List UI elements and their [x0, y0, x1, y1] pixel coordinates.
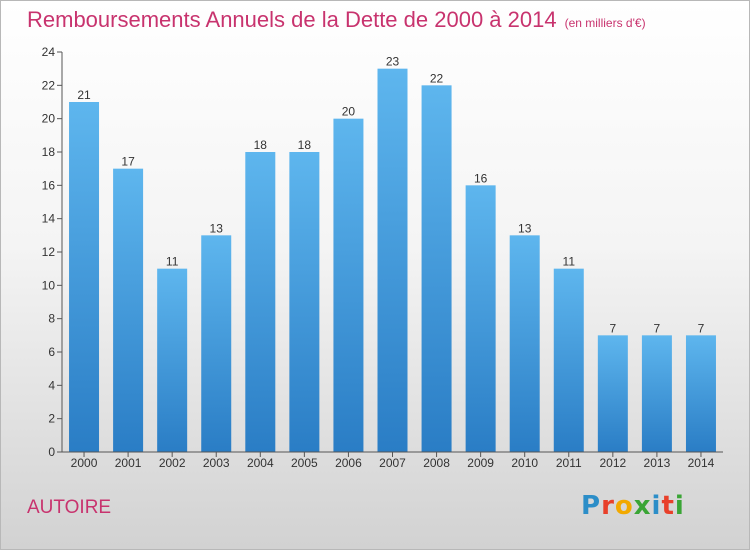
bar-2014 [685, 335, 716, 452]
bar-2005 [289, 152, 320, 452]
x-tick-label: 2004 [247, 456, 274, 470]
bar-2010 [509, 235, 540, 452]
x-tick-label: 2005 [291, 456, 318, 470]
x-axis: 2000 2001 2002 2003 2004 2005 2006 2007 2008 2009… [62, 451, 723, 470]
bar-value-label: 21 [77, 88, 91, 102]
x-tick-label: 2009 [467, 456, 494, 470]
bar-value-label: 7 [609, 321, 616, 335]
bar-value-label: 22 [430, 71, 444, 85]
bar-2002 [157, 268, 188, 452]
bar-value-label: 18 [298, 138, 312, 152]
y-tick-label: 24 [42, 45, 56, 59]
logo-letter: P [581, 491, 602, 521]
bar-2011 [553, 268, 584, 452]
bar-2013 [641, 335, 672, 452]
bar-2006 [333, 118, 364, 453]
bar-2009 [465, 185, 496, 453]
bar-value-label: 16 [474, 171, 488, 185]
x-tick-label: 2003 [203, 456, 230, 470]
x-tick-label: 2006 [335, 456, 362, 470]
bar-2003 [201, 235, 232, 452]
bar-value-label: 23 [386, 55, 400, 69]
x-tick-label: 2012 [599, 456, 626, 470]
city-name: AUTOIRE [27, 497, 112, 518]
y-tick-label: 16 [42, 178, 56, 192]
proxiti-logo: Proxiti [581, 491, 685, 521]
y-tick-label: 18 [42, 145, 56, 159]
y-tick-label: 0 [48, 445, 55, 459]
x-tick-label: 2001 [115, 456, 142, 470]
logo-letter: i [674, 491, 685, 521]
logo-letter: r [601, 491, 615, 521]
chart-title-text: Remboursements Annuels de la Dette de 20… [27, 7, 557, 32]
bar-value-label: 17 [121, 155, 135, 169]
y-tick-label: 4 [48, 378, 55, 392]
y-tick-label: 2 [48, 412, 55, 426]
y-tick-label: 22 [42, 78, 56, 92]
y-tick-label: 14 [42, 212, 56, 226]
bar-value-label: 7 [698, 321, 705, 335]
y-tick-label: 20 [42, 112, 56, 126]
bar-value-label: 18 [254, 138, 268, 152]
logo-letter: t [661, 491, 675, 521]
bar-value-label: 13 [518, 221, 532, 235]
bar-value-label: 20 [342, 105, 356, 119]
y-tick-label: 6 [48, 345, 55, 359]
x-tick-label: 2008 [423, 456, 450, 470]
y-tick-label: 8 [48, 312, 55, 326]
logo-letter: o [614, 491, 634, 521]
bar-value-label: 7 [654, 321, 661, 335]
x-tick-label: 2002 [159, 456, 186, 470]
bar-2008 [421, 85, 452, 452]
chart-title: Remboursements Annuels de la Dette de 20… [27, 7, 646, 33]
chart-subtitle: (en milliers d'€) [564, 16, 646, 30]
y-tick-label: 12 [42, 245, 56, 259]
x-tick-label: 2010 [511, 456, 538, 470]
x-tick-label: 2000 [71, 456, 98, 470]
x-tick-label: 2011 [556, 456, 582, 470]
x-tick-label: 2007 [379, 456, 406, 470]
bar-2001 [113, 168, 144, 452]
bar-value-label: 11 [563, 255, 576, 269]
bar-2012 [597, 335, 628, 452]
bar-2007 [377, 68, 408, 453]
logo-letter: i [651, 491, 662, 521]
bar-2004 [245, 152, 276, 452]
x-tick-label: 2013 [644, 456, 671, 470]
y-tick-label: 10 [42, 278, 56, 292]
logo-letter: x [633, 491, 652, 521]
bar-value-label: 13 [210, 221, 224, 235]
bar-2000 [69, 102, 100, 452]
x-tick-label: 2014 [688, 456, 715, 470]
bar-value-label: 11 [166, 255, 179, 269]
bars: 21 17 11 13 18 18 20 23 22 16 13 11 7 7 7 [69, 55, 716, 453]
